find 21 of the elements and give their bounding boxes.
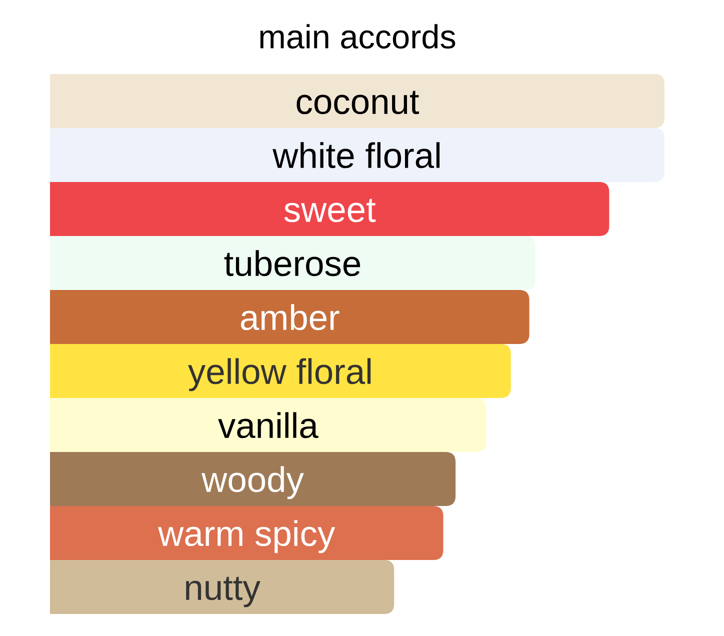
- y-tick-label: amber: [240, 304, 340, 330]
- bar: [50, 452, 456, 506]
- y-tick-label: woody: [202, 466, 304, 500]
- bar: [50, 128, 664, 182]
- y-tick-label: tuberose: [224, 250, 360, 276]
- bar: [50, 74, 664, 128]
- bar: [50, 506, 444, 560]
- y-tick-label: vanilla: [218, 412, 318, 438]
- bar: [50, 560, 394, 614]
- chart-title: main accords: [260, 24, 456, 49]
- y-tick-label: nutty: [186, 576, 260, 608]
- bar: [50, 236, 536, 290]
- y-tick-label: coconut: [296, 90, 420, 114]
- bar: [50, 398, 486, 452]
- bar: [50, 344, 511, 398]
- y-tick-label: sweet: [284, 198, 376, 222]
- bar: [50, 182, 610, 236]
- bar: [50, 290, 530, 344]
- y-tick-label: warm spicy: [158, 520, 336, 554]
- y-tick-label: yellow floral: [188, 358, 371, 392]
- y-tick-label: white floral: [272, 142, 440, 168]
